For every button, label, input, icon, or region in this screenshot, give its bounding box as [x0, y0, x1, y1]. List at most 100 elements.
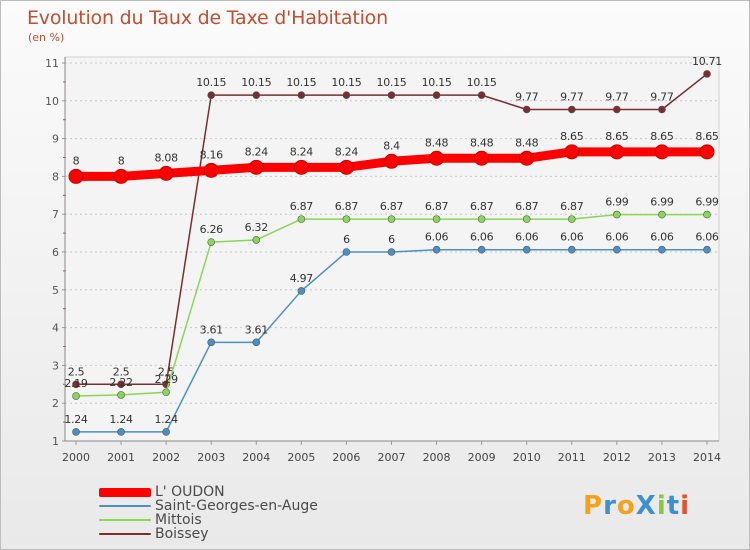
legend-swatch [99, 487, 151, 497]
data-label: 8.24 [335, 145, 359, 158]
data-label: 6.87 [425, 200, 449, 213]
data-point [703, 210, 711, 219]
x-tick-label: 2001 [107, 451, 135, 464]
data-point [613, 245, 621, 254]
data-label: 6.06 [605, 231, 629, 244]
data-label: 8.08 [154, 151, 178, 164]
data-point [342, 91, 351, 99]
data-label: 10.15 [331, 76, 361, 89]
data-point [522, 105, 531, 114]
legend-label: Mittois [155, 512, 202, 528]
data-label: 2.22 [109, 376, 132, 389]
data-label: 2.5 [68, 365, 85, 378]
data-point [477, 91, 486, 99]
legend-label: Boissey [155, 526, 209, 542]
x-tick-label: 2008 [423, 451, 451, 464]
data-point [564, 144, 580, 160]
y-tick-label: 1 [52, 435, 59, 448]
line-chart: 1 2 3 4 5 6 7 8 9 10 11 2000 2001 2002 2003 2004 2005 200… [45, 55, 722, 464]
legend-swatch [99, 519, 151, 521]
data-label: 9.77 [515, 90, 539, 103]
data-point [654, 144, 670, 160]
legend-item: Saint-Georges-en-Auge [99, 498, 318, 514]
y-tick-label: 4 [52, 322, 59, 335]
data-label: 6.06 [650, 231, 674, 244]
data-point [567, 215, 576, 223]
data-label: 2.19 [64, 377, 88, 390]
data-point [207, 238, 216, 246]
data-point [113, 168, 129, 184]
data-point [207, 338, 216, 347]
x-tick-label: 2003 [197, 451, 225, 464]
legend-swatch [99, 505, 151, 507]
data-label: 9.77 [650, 90, 674, 103]
data-point [387, 215, 396, 223]
y-tick-label: 2 [52, 397, 59, 410]
legend-swatch [99, 533, 151, 535]
data-label: 8 [73, 154, 80, 167]
data-point [613, 210, 621, 219]
legend-label: Saint-Georges-en-Auge [155, 498, 318, 514]
y-tick-label: 6 [52, 246, 59, 259]
data-label: 8.48 [515, 136, 539, 149]
data-point [387, 91, 396, 99]
data-label: 6 [388, 233, 395, 246]
data-point [703, 245, 711, 254]
data-label: 2.5 [113, 365, 130, 378]
data-point [117, 428, 125, 436]
data-point [72, 392, 80, 400]
data-label: 8.65 [695, 130, 719, 143]
data-point [384, 153, 399, 169]
legend-item: Mittois [99, 512, 318, 528]
data-point [293, 159, 309, 175]
y-tick-label: 11 [45, 57, 59, 70]
data-label: 6.06 [695, 231, 719, 244]
data-label: 2.29 [154, 373, 178, 386]
data-label: 10.15 [422, 76, 452, 89]
data-label: 10.15 [467, 76, 497, 89]
data-point [474, 150, 490, 166]
data-point [609, 144, 625, 160]
x-tick-label: 2006 [332, 451, 360, 464]
data-point [338, 159, 354, 175]
data-label: 6.87 [470, 200, 494, 213]
data-point [429, 150, 445, 166]
data-point [567, 245, 576, 254]
x-tick-label: 2013 [648, 451, 676, 464]
x-tick-label: 2004 [242, 451, 270, 464]
data-label: 6.06 [470, 231, 494, 244]
chart-title: Evolution du Taux de Taxe d'Habitation [27, 7, 388, 29]
y-tick-label: 8 [52, 170, 59, 183]
y-tick-label: 5 [52, 284, 59, 297]
data-point [68, 168, 84, 184]
x-tick-label: 2000 [62, 451, 90, 464]
data-point [342, 248, 351, 256]
data-point [297, 287, 306, 295]
data-point [248, 159, 264, 175]
data-point [162, 428, 170, 436]
data-label: 10.15 [377, 76, 407, 89]
x-tick-label: 2007 [378, 451, 406, 464]
data-point [522, 245, 531, 254]
data-label: 6.87 [515, 200, 539, 213]
data-point [432, 91, 441, 99]
data-point [117, 380, 125, 389]
chart-subtitle: (en %) [28, 31, 65, 44]
data-label: 8.48 [470, 136, 494, 149]
data-label: 6.99 [650, 196, 674, 209]
data-label: 6.06 [515, 231, 539, 244]
data-label: 10.15 [286, 76, 316, 89]
y-tick-label: 7 [52, 208, 59, 221]
data-label: 1.24 [109, 413, 133, 426]
data-label: 8.65 [605, 130, 629, 143]
data-point [699, 144, 715, 160]
data-point [477, 245, 486, 254]
chart-legend: L' OUDON Saint-Georges-en-Auge Mittois Bois… [99, 484, 318, 542]
y-tick-label: 9 [52, 133, 59, 146]
data-label: 9.77 [560, 90, 584, 103]
data-point [207, 91, 216, 99]
data-label: 8.65 [560, 130, 584, 143]
data-label: 8.16 [200, 148, 224, 161]
x-tick-label: 2012 [603, 451, 631, 464]
